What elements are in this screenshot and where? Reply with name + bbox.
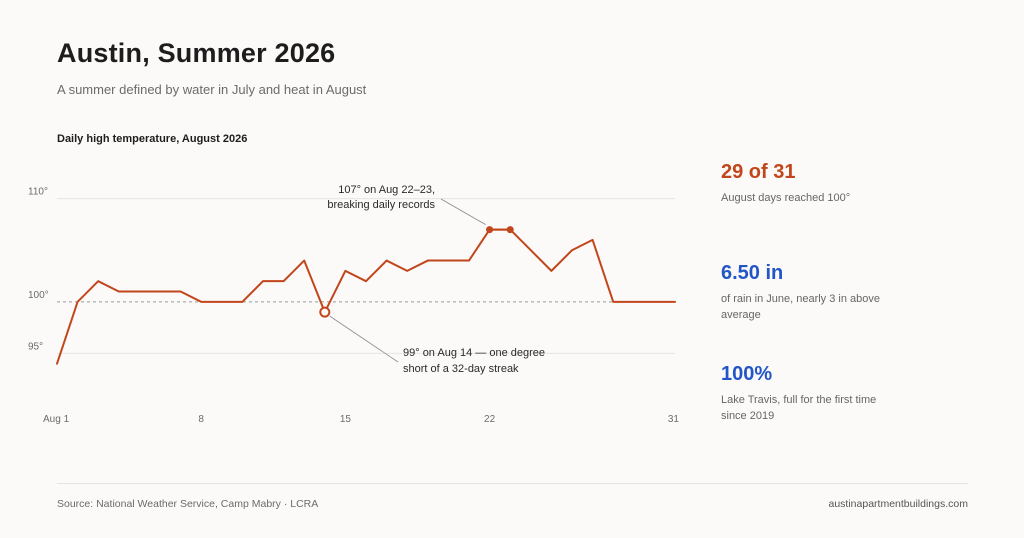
- stat-hot-days: 29 of 31 August days reached 100°: [721, 160, 891, 206]
- footer-divider: [57, 483, 968, 484]
- temperature-line-chart: 95° 100° 110° Aug 1 8 15 22 31 107° on Aug 22–23…: [28, 184, 680, 425]
- stat-desc: Lake Travis, full for the first time sin…: [721, 394, 877, 422]
- x-tick-label: Aug 1: [43, 414, 70, 425]
- stat-rain: 6.50 in of rain in June, nearly 3 in abo…: [721, 261, 891, 323]
- x-tick-label: 15: [340, 414, 352, 425]
- stat-value: 29 of 31: [721, 161, 796, 183]
- annotation-streak-text: short of a 32-day streak: [403, 363, 519, 375]
- x-tick-label: 8: [198, 414, 204, 425]
- x-tick-label: 31: [668, 414, 680, 425]
- chart-title: Daily high temperature, August 2026: [57, 133, 248, 145]
- annotation-record-text: breaking daily records: [327, 199, 435, 211]
- streak-break-point: [319, 306, 331, 318]
- y-tick-label: 110°: [28, 187, 48, 198]
- annotation-record-text: 107° on Aug 22–23,: [338, 184, 435, 196]
- annotation-streak-text: 99° on Aug 14 — one degree: [403, 347, 545, 359]
- y-tick-label: 95°: [28, 341, 43, 352]
- temperature-series-line: [56, 228, 676, 365]
- page-title: Austin, Summer 2026: [57, 38, 336, 68]
- site-link[interactable]: austinapartmentbuildings.com: [828, 498, 969, 510]
- stat-desc: of rain in June, nearly 3 in above avera…: [721, 293, 880, 321]
- stat-value: 100%: [721, 363, 773, 385]
- source-note: Source: National Weather Service, Camp M…: [57, 498, 319, 510]
- page-subtitle: A summer defined by water in July and he…: [57, 82, 367, 97]
- record-point: [486, 226, 494, 234]
- stat-value: 6.50 in: [721, 262, 784, 284]
- y-tick-label: 100°: [28, 290, 49, 301]
- stat-lake-travis: 100% Lake Travis, full for the first tim…: [721, 362, 891, 424]
- annotation-leader-line: [329, 315, 399, 363]
- x-tick-label: 22: [484, 414, 496, 425]
- annotation-leader-line: [440, 198, 486, 225]
- stat-desc: August days reached 100°: [721, 192, 851, 204]
- record-point: [506, 226, 514, 234]
